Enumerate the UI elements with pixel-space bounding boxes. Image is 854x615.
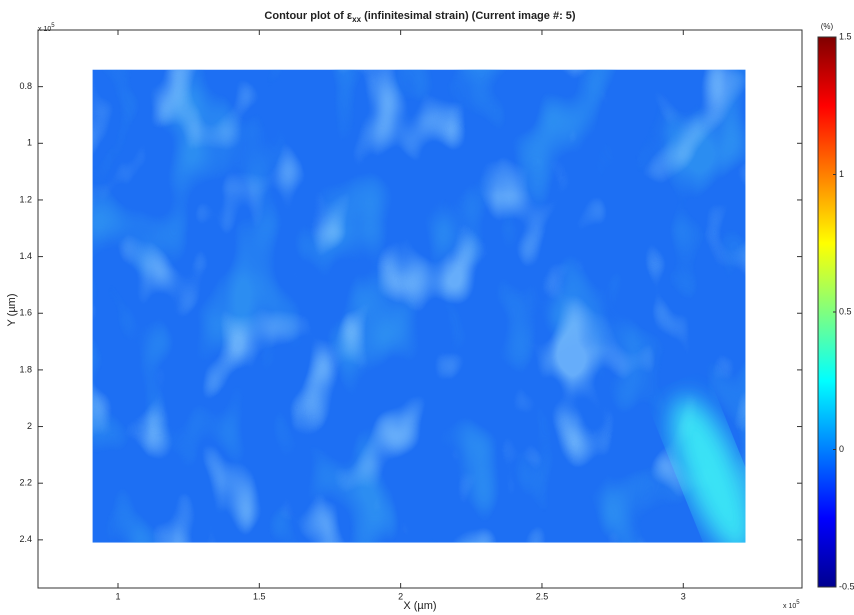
title-part: Contour plot of ε (264, 10, 352, 22)
colorbar-tick-label: 0 (839, 444, 844, 454)
exponent-power: 5 (51, 23, 55, 29)
colorbar-tick-label: -0.5 (839, 581, 854, 591)
x-tick-label: 1 (115, 591, 120, 601)
y-tick-label: 1 (27, 138, 32, 148)
y-exponent: x 105 (38, 23, 55, 33)
colorbar-tick-label: 0.5 (839, 306, 852, 316)
y-tick-label: 1.8 (19, 364, 32, 374)
y-tick-label: 2.2 (19, 478, 32, 488)
axes-box (37, 29, 803, 589)
colorbar-tick-label: 1.5 (839, 31, 852, 41)
strain-streak (671, 396, 746, 543)
title-part: (infinitesimal strain) (Current image #:… (361, 10, 576, 22)
chart-title: Contour plot of εxx (infinitesimal strai… (264, 10, 575, 24)
x-tick-label: 1.5 (253, 591, 266, 601)
field-light (92, 69, 746, 543)
colorbar-tick-label: 1 (839, 169, 844, 179)
y-tick-label: 1.4 (19, 251, 32, 261)
exponent-base: x 10 (38, 26, 51, 33)
x-tick-label: 2.5 (536, 591, 549, 601)
y-tick-label: 0.8 (19, 81, 32, 91)
y-axis-label: Y (µm) (6, 293, 18, 326)
x-exponent: x 105 (783, 600, 800, 610)
exponent-power: 5 (796, 600, 800, 606)
y-tick-label: 2.4 (19, 534, 32, 544)
x-axis-label: X (µm) (403, 600, 436, 612)
x-tick-label: 2 (398, 591, 403, 601)
exponent-base: x 10 (783, 603, 796, 610)
contour-field (92, 69, 746, 543)
y-tick-label: 1.6 (19, 308, 32, 318)
x-tick-label: 3 (681, 591, 686, 601)
y-tick-label: 1.2 (19, 194, 32, 204)
y-tick-label: 2 (27, 421, 32, 431)
title-subscript: xx (352, 15, 361, 24)
colorbar-label: (%) (821, 22, 834, 31)
